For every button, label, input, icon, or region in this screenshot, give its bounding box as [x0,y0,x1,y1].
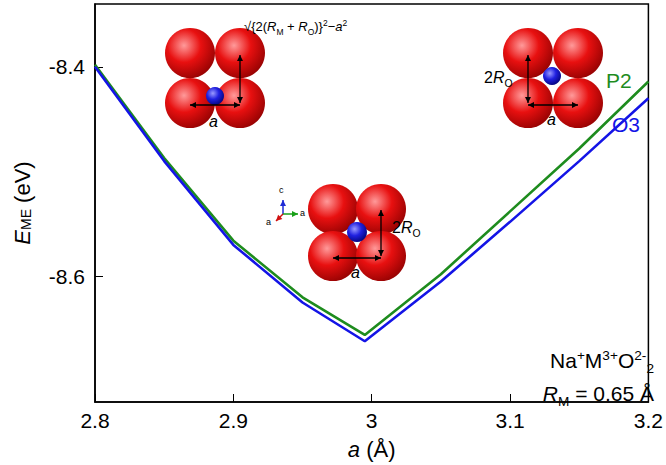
html-text:Na+M3+O2-: Na+M3+O2- [550,348,647,372]
html-text:RM= 0.65 Å: RM= 0.65 Å [542,382,654,410]
html-text:2: 2 [646,361,654,377]
html-text:2 RO: 2 RO [392,219,421,240]
svg-text:-8.6: -8.6 [49,265,85,288]
svg-text:a: a [348,437,360,462]
svg-text:3: 3 [366,409,378,432]
svg-text:(eV): (eV) [10,161,35,209]
html-text:a: a [209,113,218,130]
svg-text:(Å): (Å) [360,437,395,462]
svg-text:E: E [10,230,35,245]
html-text:O3: O3 [612,113,640,136]
html-text:a: a [266,217,271,227]
html-text:√{2(RM+ RO)}2− a2: √{2(RM+ RO)}2− a2 [244,17,348,37]
html-text:a: a [300,208,305,218]
html-text:a: a [547,111,556,128]
html-text:P2: P2 [606,69,632,92]
html-text:c: c [279,185,284,195]
svg-text:3.1: 3.1 [495,409,524,432]
svg-text:-8.4: -8.4 [49,55,86,78]
html-text:a: a [351,264,360,281]
svg-text:ME: ME [18,209,34,230]
html-text:2 RO: 2 RO [484,69,513,90]
svg-text:2.9: 2.9 [219,409,248,432]
svg-text:2.8: 2.8 [80,409,109,432]
svg-text:3.2: 3.2 [634,409,663,432]
